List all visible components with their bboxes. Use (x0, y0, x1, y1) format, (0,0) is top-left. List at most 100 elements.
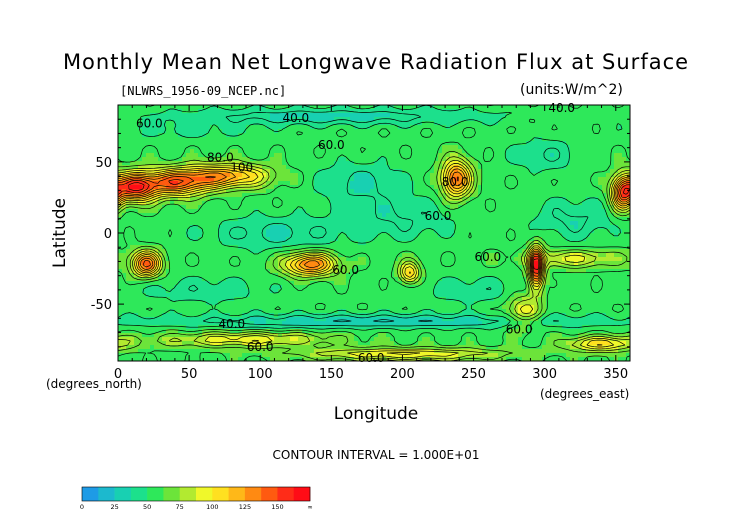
heatmap-cell (290, 129, 295, 134)
heatmap-cell (390, 189, 395, 194)
heatmap-cell (214, 253, 219, 258)
heatmap-cell (238, 129, 243, 134)
heatmap-cell (118, 201, 123, 206)
heatmap-cell (146, 241, 151, 246)
heatmap-cell (214, 145, 219, 150)
heatmap-cell (318, 229, 323, 234)
heatmap-cell (358, 113, 363, 118)
heatmap-cell (398, 253, 403, 258)
heatmap-cell (198, 209, 203, 214)
heatmap-cell (378, 141, 383, 146)
heatmap-cell (346, 245, 351, 250)
heatmap-cell (350, 169, 355, 174)
heatmap-cell (250, 217, 255, 222)
heatmap-cell (122, 145, 127, 150)
heatmap-cell (534, 225, 539, 230)
heatmap-cell (354, 237, 359, 242)
heatmap-cell (158, 169, 163, 174)
heatmap-cell (330, 189, 335, 194)
heatmap-cell (346, 145, 351, 150)
heatmap-cell (194, 177, 199, 182)
heatmap-cell (302, 145, 307, 150)
heatmap-cell (254, 205, 259, 210)
heatmap-cell (570, 249, 575, 254)
heatmap-cell (122, 149, 127, 154)
heatmap-cell (338, 233, 343, 238)
heatmap-cell (246, 165, 251, 170)
heatmap-cell (502, 161, 507, 166)
heatmap-cell (250, 173, 255, 178)
heatmap-cell (566, 241, 571, 246)
heatmap-cell (558, 213, 563, 218)
heatmap-cell (458, 233, 463, 238)
heatmap-cell (490, 193, 495, 198)
heatmap-cell (238, 105, 243, 110)
heatmap-cell (226, 177, 231, 182)
heatmap-cell (498, 209, 503, 214)
heatmap-cell (358, 177, 363, 182)
heatmap-cell (134, 249, 139, 254)
heatmap-cell (298, 225, 303, 230)
heatmap-cell (622, 133, 627, 138)
heatmap-cell (346, 225, 351, 230)
heatmap-cell (134, 109, 139, 114)
heatmap-cell (122, 237, 127, 242)
heatmap-cell (434, 245, 439, 250)
heatmap-cell (154, 137, 159, 142)
heatmap-cell (362, 109, 367, 114)
heatmap-cell (362, 117, 367, 122)
heatmap-cell (334, 193, 339, 198)
heatmap-cell (598, 217, 603, 222)
heatmap-cell (354, 229, 359, 234)
heatmap-cell (574, 233, 579, 238)
heatmap-cell (346, 149, 351, 154)
heatmap-cell (166, 145, 171, 150)
heatmap-cell (466, 177, 471, 182)
heatmap-cell (502, 213, 507, 218)
heatmap-cell (558, 181, 563, 186)
heatmap-cell (150, 153, 155, 158)
heatmap-cell (446, 153, 451, 158)
heatmap-cell (190, 213, 195, 218)
heatmap-cell (318, 185, 323, 190)
heatmap-cell (346, 181, 351, 186)
heatmap-cell (434, 153, 439, 158)
heatmap-cell (410, 213, 415, 218)
heatmap-cell (478, 253, 483, 258)
heatmap-cell (562, 189, 567, 194)
heatmap-cell (558, 121, 563, 126)
heatmap-cell (582, 141, 587, 146)
heatmap-cell (446, 169, 451, 174)
heatmap-cell (334, 149, 339, 154)
heatmap-cell (382, 249, 387, 254)
heatmap-cell (426, 149, 431, 154)
heatmap-cell (446, 189, 451, 194)
heatmap-cell (518, 257, 523, 262)
heatmap-cell (474, 149, 479, 154)
heatmap-cell (518, 201, 523, 206)
heatmap-cell (302, 177, 307, 182)
heatmap-cell (538, 245, 543, 250)
heatmap-cell (454, 241, 459, 246)
heatmap-cell (294, 185, 299, 190)
heatmap-cell (278, 105, 283, 110)
heatmap-cell (262, 213, 267, 218)
heatmap-cell (570, 205, 575, 210)
heatmap-cell (158, 253, 163, 258)
heatmap-cell (498, 129, 503, 134)
heatmap-cell (282, 177, 287, 182)
heatmap-cell (370, 141, 375, 146)
heatmap-cell (170, 209, 175, 214)
heatmap-cell (330, 217, 335, 222)
heatmap-cell (538, 189, 543, 194)
heatmap-cell (302, 241, 307, 246)
heatmap-cell (558, 177, 563, 182)
heatmap-cell (206, 181, 211, 186)
heatmap-cell (586, 205, 591, 210)
heatmap-cell (486, 141, 491, 146)
heatmap-cell (358, 117, 363, 122)
heatmap-cell (494, 117, 499, 122)
heatmap-cell (590, 253, 595, 258)
heatmap-cell (522, 137, 527, 142)
heatmap-cell (326, 249, 331, 254)
